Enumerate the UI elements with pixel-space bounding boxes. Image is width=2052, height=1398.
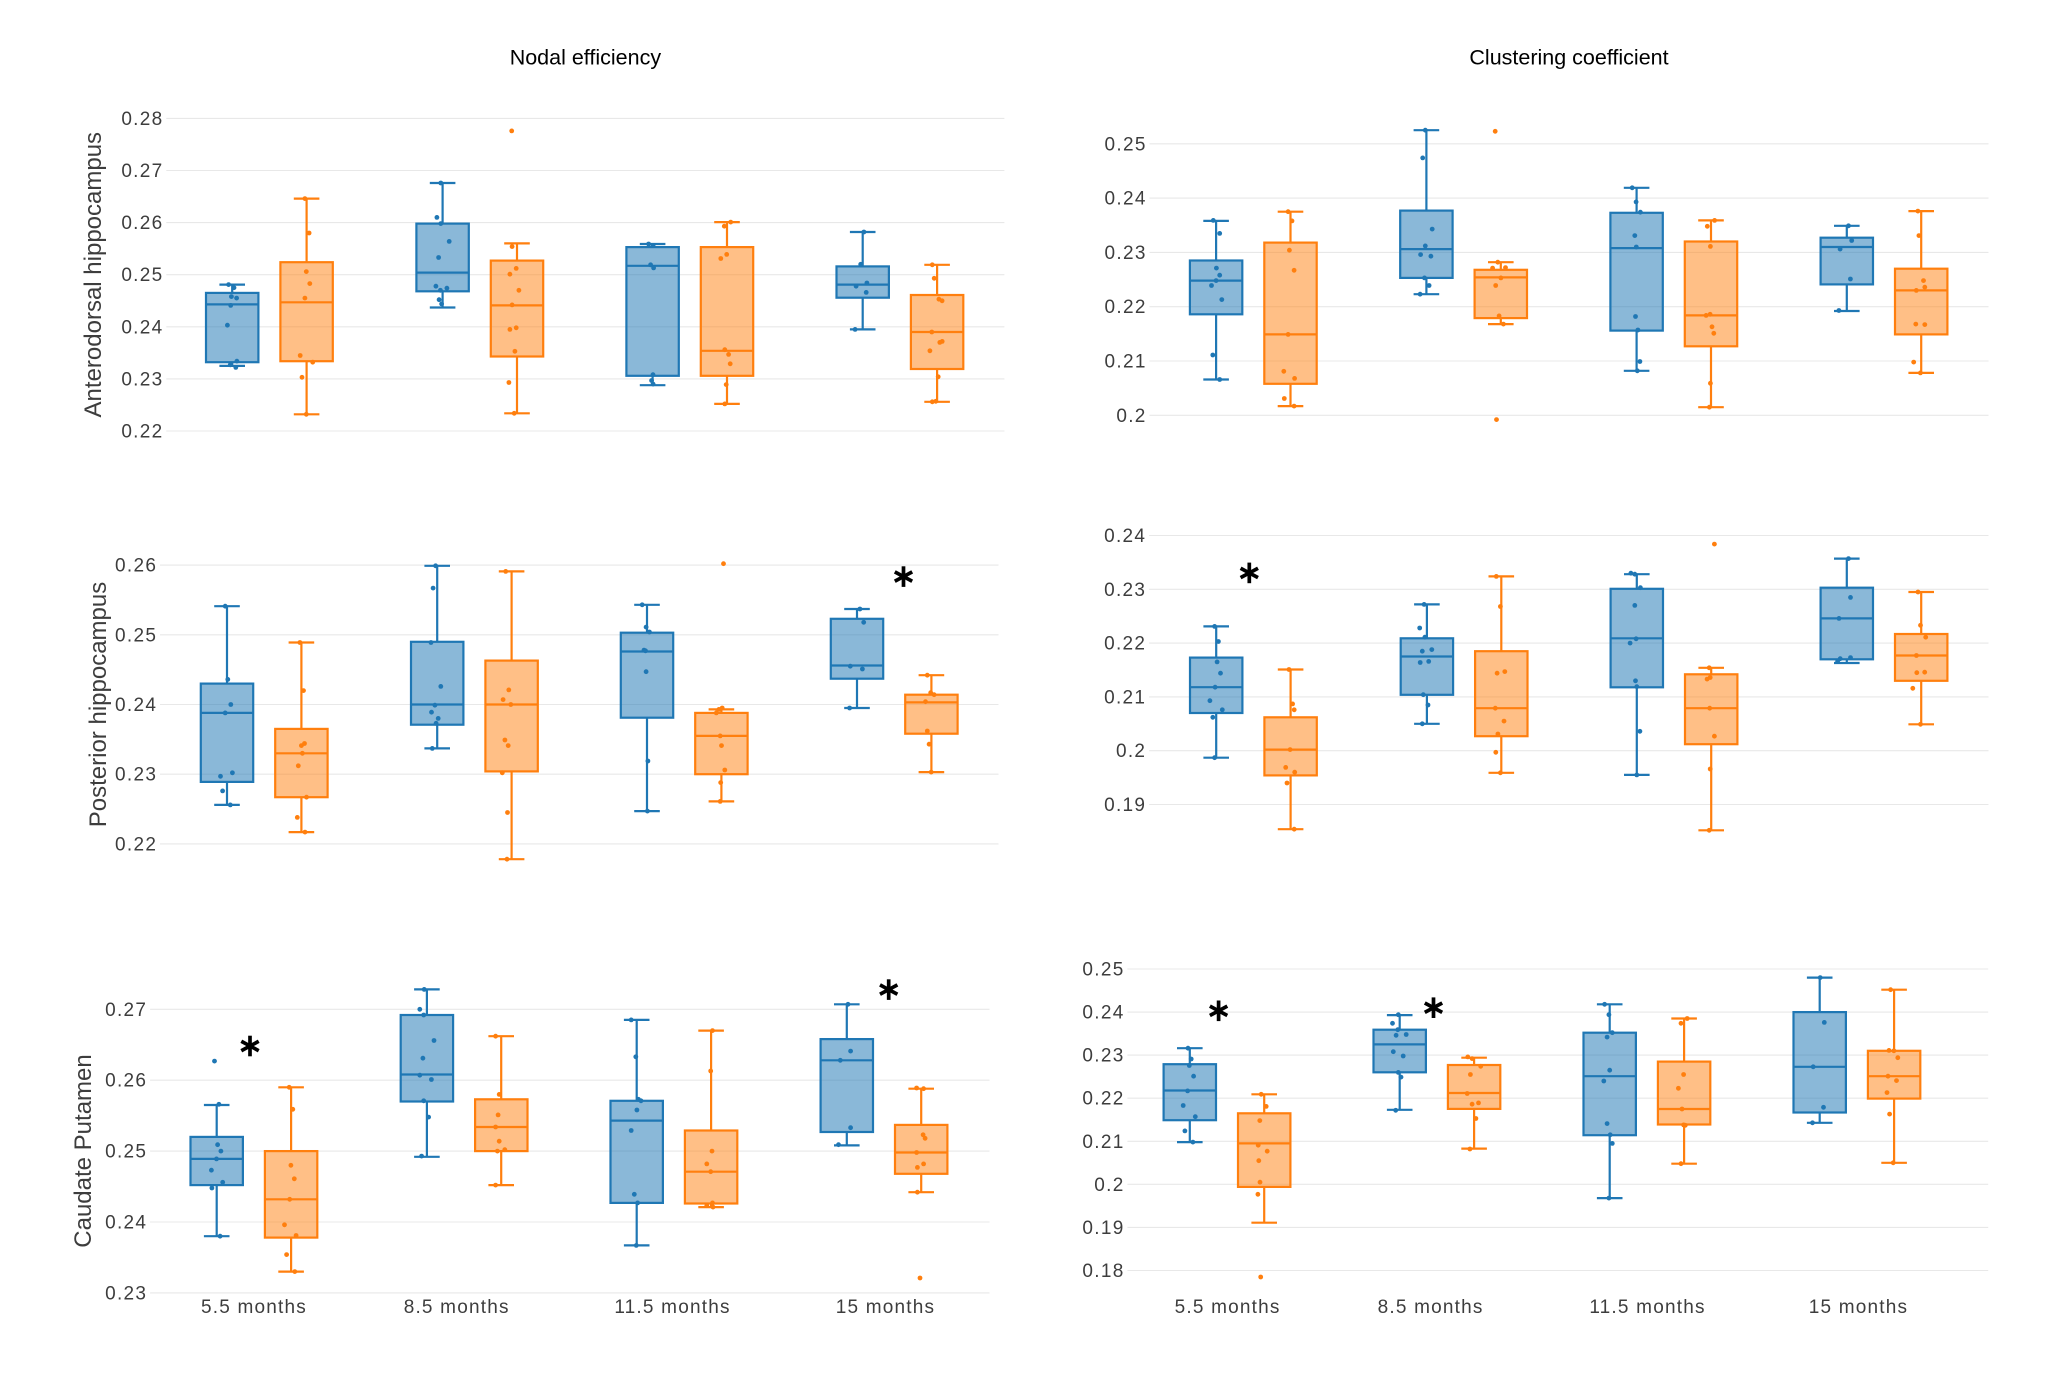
svg-text:0.24: 0.24 [121,317,163,338]
svg-text:0.19: 0.19 [1104,795,1146,816]
svg-text:0.27: 0.27 [121,161,163,182]
svg-text:0.25: 0.25 [1105,134,1147,155]
svg-text:0.25: 0.25 [105,1142,147,1163]
svg-text:0.24: 0.24 [1082,1003,1124,1024]
svg-text:0.25: 0.25 [115,625,157,646]
svg-text:Nodal efficiency: Nodal efficiency [510,46,662,70]
svg-text:0.26: 0.26 [121,213,163,234]
svg-text:0.24: 0.24 [1105,189,1147,210]
svg-text:0.23: 0.23 [1082,1046,1124,1067]
svg-text:0.27: 0.27 [105,1000,147,1021]
svg-text:0.22: 0.22 [1105,297,1147,318]
svg-text:0.22: 0.22 [1082,1089,1124,1110]
svg-text:0.22: 0.22 [121,422,163,443]
svg-text:5.5 months: 5.5 months [1175,1297,1281,1318]
svg-text:0.23: 0.23 [1104,580,1146,601]
svg-text:0.26: 0.26 [115,556,157,577]
svg-text:0.21: 0.21 [1105,352,1147,373]
svg-text:8.5 months: 8.5 months [404,1297,510,1318]
svg-text:0.2: 0.2 [1116,406,1146,427]
svg-text:Posterior hippocampus: Posterior hippocampus [85,582,112,827]
svg-text:8.5 months: 8.5 months [1378,1297,1484,1318]
svg-text:0.18: 0.18 [1082,1261,1124,1282]
svg-text:Clustering coefficient: Clustering coefficient [1469,46,1668,70]
svg-text:Caudate Putamen: Caudate Putamen [70,1054,97,1247]
svg-text:11.5 months: 11.5 months [1589,1297,1705,1318]
svg-text:0.2: 0.2 [1094,1175,1124,1196]
svg-text:0.23: 0.23 [1105,243,1147,264]
svg-text:Anterodorsal hippocampus: Anterodorsal hippocampus [80,132,107,418]
svg-text:0.24: 0.24 [1104,526,1146,547]
svg-text:0.24: 0.24 [105,1213,147,1234]
svg-text:0.28: 0.28 [121,109,163,130]
svg-text:0.26: 0.26 [105,1071,147,1092]
svg-text:0.23: 0.23 [115,765,157,786]
svg-text:0.25: 0.25 [121,265,163,286]
svg-text:0.19: 0.19 [1082,1218,1124,1239]
svg-text:0.22: 0.22 [115,834,157,855]
svg-text:5.5 months: 5.5 months [201,1297,307,1318]
svg-text:0.22: 0.22 [1104,634,1146,655]
svg-text:11.5 months: 11.5 months [614,1297,730,1318]
svg-text:0.23: 0.23 [121,369,163,390]
svg-text:0.25: 0.25 [1082,960,1124,981]
svg-text:0.21: 0.21 [1082,1132,1124,1153]
svg-text:0.2: 0.2 [1116,741,1146,762]
svg-text:0.23: 0.23 [105,1283,147,1304]
svg-text:0.21: 0.21 [1104,687,1146,708]
svg-text:15 months: 15 months [836,1297,936,1318]
svg-text:15 months: 15 months [1809,1297,1909,1318]
svg-text:0.24: 0.24 [115,695,157,716]
